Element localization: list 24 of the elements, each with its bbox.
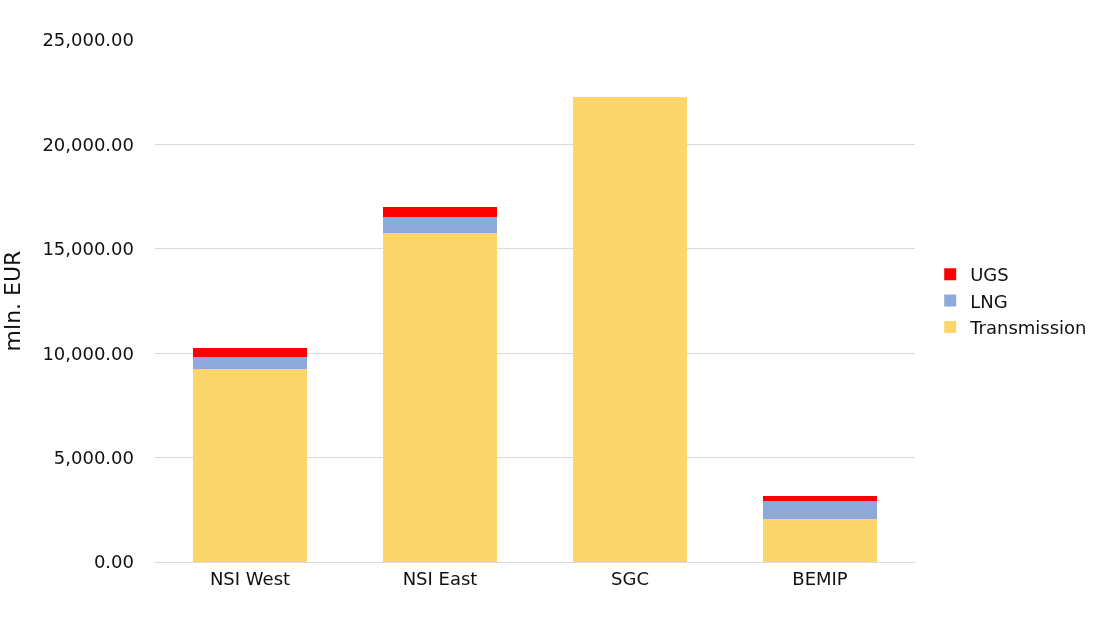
bar bbox=[383, 232, 497, 562]
y-tick-label: 0.00 bbox=[93, 551, 134, 573]
legend-label: UGS bbox=[970, 264, 1009, 286]
bar bbox=[193, 356, 307, 370]
bar bbox=[383, 217, 497, 233]
legend-label: LNG bbox=[970, 290, 1008, 312]
x-tick-label: NSI East bbox=[402, 567, 478, 589]
y-tick-label: 25,000.00 bbox=[42, 29, 134, 51]
bar bbox=[383, 206, 497, 218]
x-tick-label: NSI West bbox=[209, 567, 291, 589]
y-axis-title: mln. EUR bbox=[0, 250, 26, 352]
x-tick-label: BEMIP bbox=[792, 567, 848, 589]
y-tick-label: 20,000.00 bbox=[42, 133, 134, 155]
bar bbox=[193, 348, 307, 357]
x-tick-label: SGC bbox=[611, 567, 649, 589]
bar bbox=[573, 97, 687, 562]
bar bbox=[763, 500, 877, 520]
bar bbox=[193, 369, 307, 562]
bar bbox=[763, 495, 877, 501]
y-tick-label: 10,000.00 bbox=[42, 342, 134, 364]
legend-label: Transmission bbox=[969, 317, 1087, 339]
y-tick-label: 15,000.00 bbox=[42, 238, 134, 260]
bar bbox=[763, 519, 877, 562]
y-tick-label: 5,000.00 bbox=[53, 446, 134, 468]
